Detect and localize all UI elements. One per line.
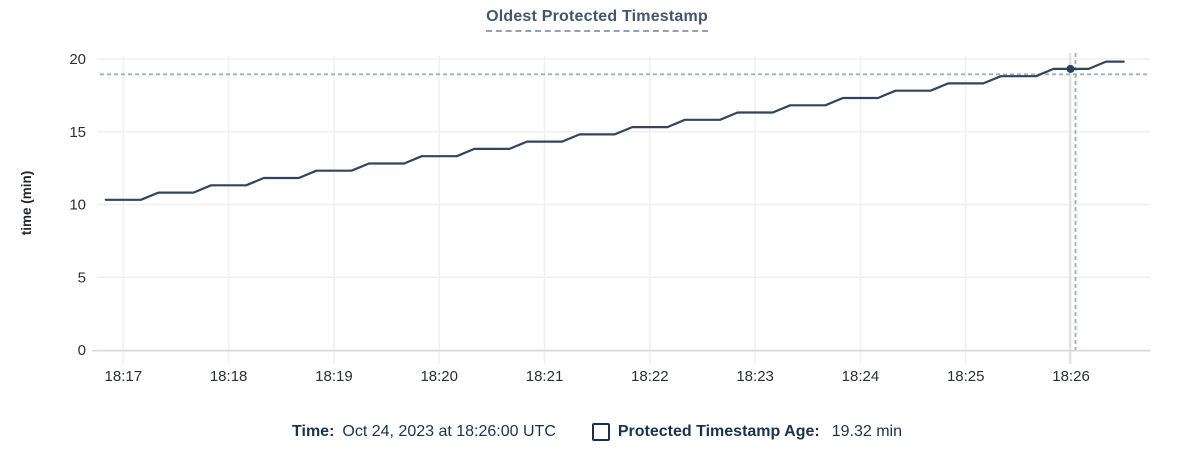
legend-series-checkbox[interactable]	[591, 423, 610, 441]
y-tick-label: 20	[69, 51, 86, 68]
chart-legend: Time: Oct 24, 2023 at 18:26:00 UTC Prote…	[0, 423, 1194, 441]
x-tick-label: 18:26	[1052, 368, 1090, 385]
legend-series-label: Protected Timestamp Age:	[617, 423, 820, 440]
legend-time-label: Time:	[292, 423, 335, 440]
legend-series-value: 19.32 min	[831, 423, 902, 440]
chart-canvas[interactable]: 0 5 10 15 20 18:17 18:18 18:19 18:20 18:21 18:22 18…	[0, 0, 1194, 400]
chart-title-row: Oldest Protected Timestamp	[0, 8, 1194, 32]
y-tick-label: 15	[69, 124, 86, 141]
x-tick-label: 18:18	[210, 368, 248, 385]
hover-point-dot	[1066, 64, 1075, 73]
y-tick-label: 0	[78, 342, 86, 359]
chart-title[interactable]: Oldest Protected Timestamp	[486, 8, 708, 32]
series-line	[104, 60, 1125, 201]
x-tick-label: 18:24	[842, 368, 880, 385]
x-tick-label: 18:25	[947, 368, 985, 385]
y-tick-label: 10	[69, 197, 86, 214]
x-tick-label: 18:20	[420, 368, 458, 385]
x-tick-label: 18:21	[526, 368, 564, 385]
x-tick-label: 18:22	[631, 368, 669, 385]
y-tick-label: 5	[78, 269, 86, 286]
x-tick-label: 18:19	[315, 368, 353, 385]
y-axis-title: time (min)	[19, 171, 34, 236]
x-tick-label: 18:17	[105, 368, 143, 385]
x-tick-label: 18:23	[736, 368, 774, 385]
legend-time-value: Oct 24, 2023 at 18:26:00 UTC	[342, 423, 556, 440]
